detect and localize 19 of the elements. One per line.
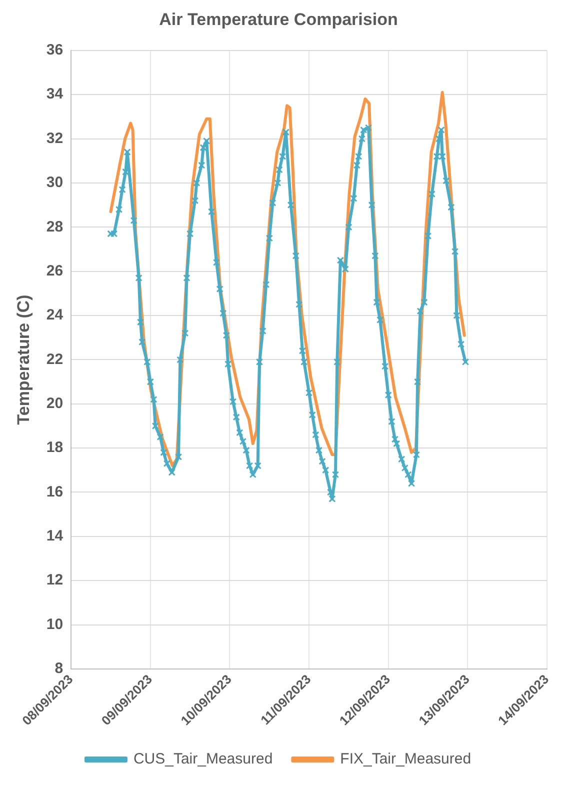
y-tick-label: 24 <box>46 306 64 324</box>
y-tick-label: 36 <box>46 42 64 59</box>
legend-label: FIX_Tair_Measured <box>340 750 472 768</box>
y-tick-label: 20 <box>46 395 64 412</box>
y-axis-title: Temperature (C) <box>14 294 33 425</box>
chart-title: Air Temperature Comparision <box>159 10 398 29</box>
y-tick-label: 8 <box>54 660 64 678</box>
y-tick-label: 32 <box>46 130 64 147</box>
y-tick-label: 26 <box>46 262 64 280</box>
y-tick-label: 34 <box>46 86 64 103</box>
y-tick-label: 10 <box>46 616 64 633</box>
y-tick-label: 22 <box>46 350 64 368</box>
legend-label: CUS_Tair_Measured <box>133 750 273 768</box>
y-tick-label: 16 <box>46 483 64 500</box>
y-tick-label: 18 <box>46 439 64 456</box>
y-tick-label: 12 <box>46 572 64 589</box>
y-tick-label: 28 <box>46 218 64 236</box>
y-tick-label: 14 <box>46 528 64 545</box>
y-tick-label: 30 <box>46 174 64 192</box>
